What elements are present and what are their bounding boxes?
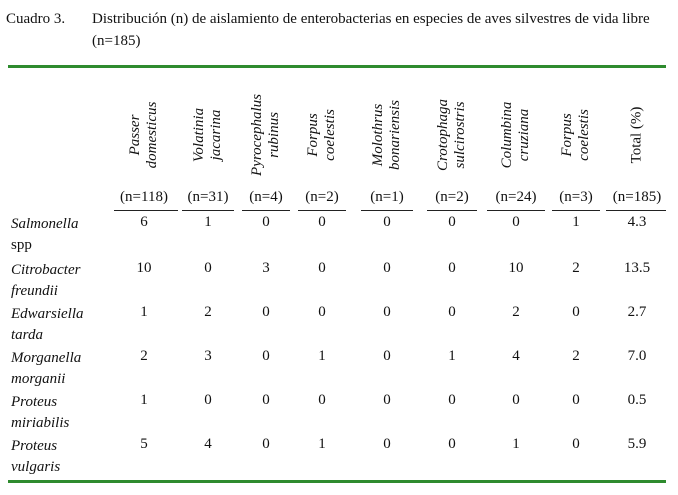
row-label: Citrobacter freundii [11, 262, 81, 299]
table-cell: 0 [318, 392, 326, 408]
column-header: Passer domesticus [127, 101, 160, 169]
sample-size: (n=24) [495, 189, 537, 205]
table-cell: 2 [204, 304, 212, 320]
table-cell: 0 [512, 214, 520, 230]
table-cell: 0 [262, 348, 270, 364]
table-cell: 6 [140, 214, 148, 230]
table-cell: 3 [204, 348, 212, 364]
column-rule [552, 210, 600, 211]
sample-size: (n=4) [249, 189, 283, 205]
table-cell: 4 [512, 348, 520, 364]
table-cell: 0 [383, 304, 391, 320]
table-cell: 10 [136, 260, 152, 276]
table-cell: 5.9 [627, 436, 647, 452]
table-cell: 4 [204, 436, 212, 452]
table-cell: 2 [572, 348, 580, 364]
table-cell: 5 [140, 436, 148, 452]
column-header: Forpus coelestis [305, 109, 338, 161]
column-rule [427, 210, 477, 211]
table-cell: 0 [383, 348, 391, 364]
table-row: Proteus miriabilis 1 0 0 0 0 0 0 0 0.5 [0, 390, 678, 436]
table-cell: 2 [572, 260, 580, 276]
column-rule [242, 210, 290, 211]
table-cell: 0 [383, 436, 391, 452]
table-cell: 0 [318, 214, 326, 230]
column-header: Forpus coelestis [559, 109, 592, 161]
caption-text: Distribución (n) de aislamiento de enter… [92, 11, 650, 49]
row-label: Proteus miriabilis [11, 394, 70, 431]
row-label: Proteus vulgaris [11, 438, 61, 475]
table-cell: 1 [140, 392, 148, 408]
table-cell: 0 [318, 260, 326, 276]
table-row: Morganella morganii 2 3 0 1 0 1 4 2 7.0 [0, 346, 678, 392]
top-rule [8, 65, 666, 68]
row-label: Morganella morganii [11, 350, 82, 387]
table-cell: 0 [448, 304, 456, 320]
table-cell: 0 [383, 214, 391, 230]
column-rule [487, 210, 545, 211]
sample-size: (n=1) [370, 189, 404, 205]
table-cell: 1 [512, 436, 520, 452]
table-cell: 13.5 [623, 260, 651, 276]
table-cell: 0.5 [627, 392, 647, 408]
column-rule [114, 210, 178, 211]
column-header: Columbina cruziana [499, 101, 532, 169]
column-rule [361, 210, 413, 211]
sample-size: (n=185) [612, 189, 662, 205]
table-cell: 0 [383, 392, 391, 408]
column-header: Pyrocephalus rubinus [249, 94, 282, 176]
caption-label: Cuadro 3. [6, 11, 66, 27]
column-rule [182, 210, 234, 211]
row-label: Salmonella spp [11, 216, 79, 253]
column-header-total: Total (%) [628, 106, 645, 164]
table-cell: 1 [318, 348, 326, 364]
column-rule [298, 210, 346, 211]
table-cell: 0 [318, 304, 326, 320]
table-cell: 0 [448, 214, 456, 230]
table-cell: 0 [262, 214, 270, 230]
column-header: Crotophaga sulcirostris [435, 99, 468, 171]
table-cell: 0 [572, 392, 580, 408]
table-row: Proteus vulgaris 5 4 0 1 0 0 1 0 5.9 [0, 434, 678, 480]
table-cell: 4.3 [627, 214, 647, 230]
table-cell: 0 [512, 392, 520, 408]
table-cell: 0 [383, 260, 391, 276]
row-label: Edwarsiella tarda [11, 306, 84, 343]
column-header: Volatinia jacarina [191, 107, 224, 163]
sample-size: (n=2) [435, 189, 469, 205]
table-cell: 0 [572, 304, 580, 320]
sample-size: (n=118) [120, 189, 168, 205]
sample-size: (n=3) [559, 189, 593, 205]
table-cell: 1 [448, 348, 456, 364]
table-cell: 0 [262, 392, 270, 408]
table-cell: 0 [204, 392, 212, 408]
column-header: Molothrus bonariensis [370, 99, 403, 171]
table-cell: 1 [204, 214, 212, 230]
table-cell: 2 [512, 304, 520, 320]
bottom-rule [8, 480, 666, 483]
sample-size: (n=31) [187, 189, 229, 205]
table-cell: 0 [262, 436, 270, 452]
table-cell: 2.7 [627, 304, 647, 320]
sample-size: (n=2) [305, 189, 339, 205]
table-row: Edwarsiella tarda 1 2 0 0 0 0 2 0 2.7 [0, 302, 678, 348]
table-row: Citrobacter freundii 10 0 3 0 0 0 10 2 13… [0, 258, 678, 304]
table-row: Salmonella spp 6 1 0 0 0 0 0 1 4.3 [0, 212, 678, 258]
table-cell: 1 [572, 214, 580, 230]
table-cell: 2 [140, 348, 148, 364]
table-cell: 1 [318, 436, 326, 452]
table-cell: 0 [448, 260, 456, 276]
table-cell: 3 [262, 260, 270, 276]
table-cell: 1 [140, 304, 148, 320]
table-cell: 7.0 [627, 348, 647, 364]
column-rule [606, 210, 666, 211]
table-cell: 0 [572, 436, 580, 452]
table-cell: 0 [204, 260, 212, 276]
table-cell: 0 [448, 392, 456, 408]
table-cell: 0 [448, 436, 456, 452]
table-cell: 0 [262, 304, 270, 320]
table-cell: 10 [508, 260, 524, 276]
